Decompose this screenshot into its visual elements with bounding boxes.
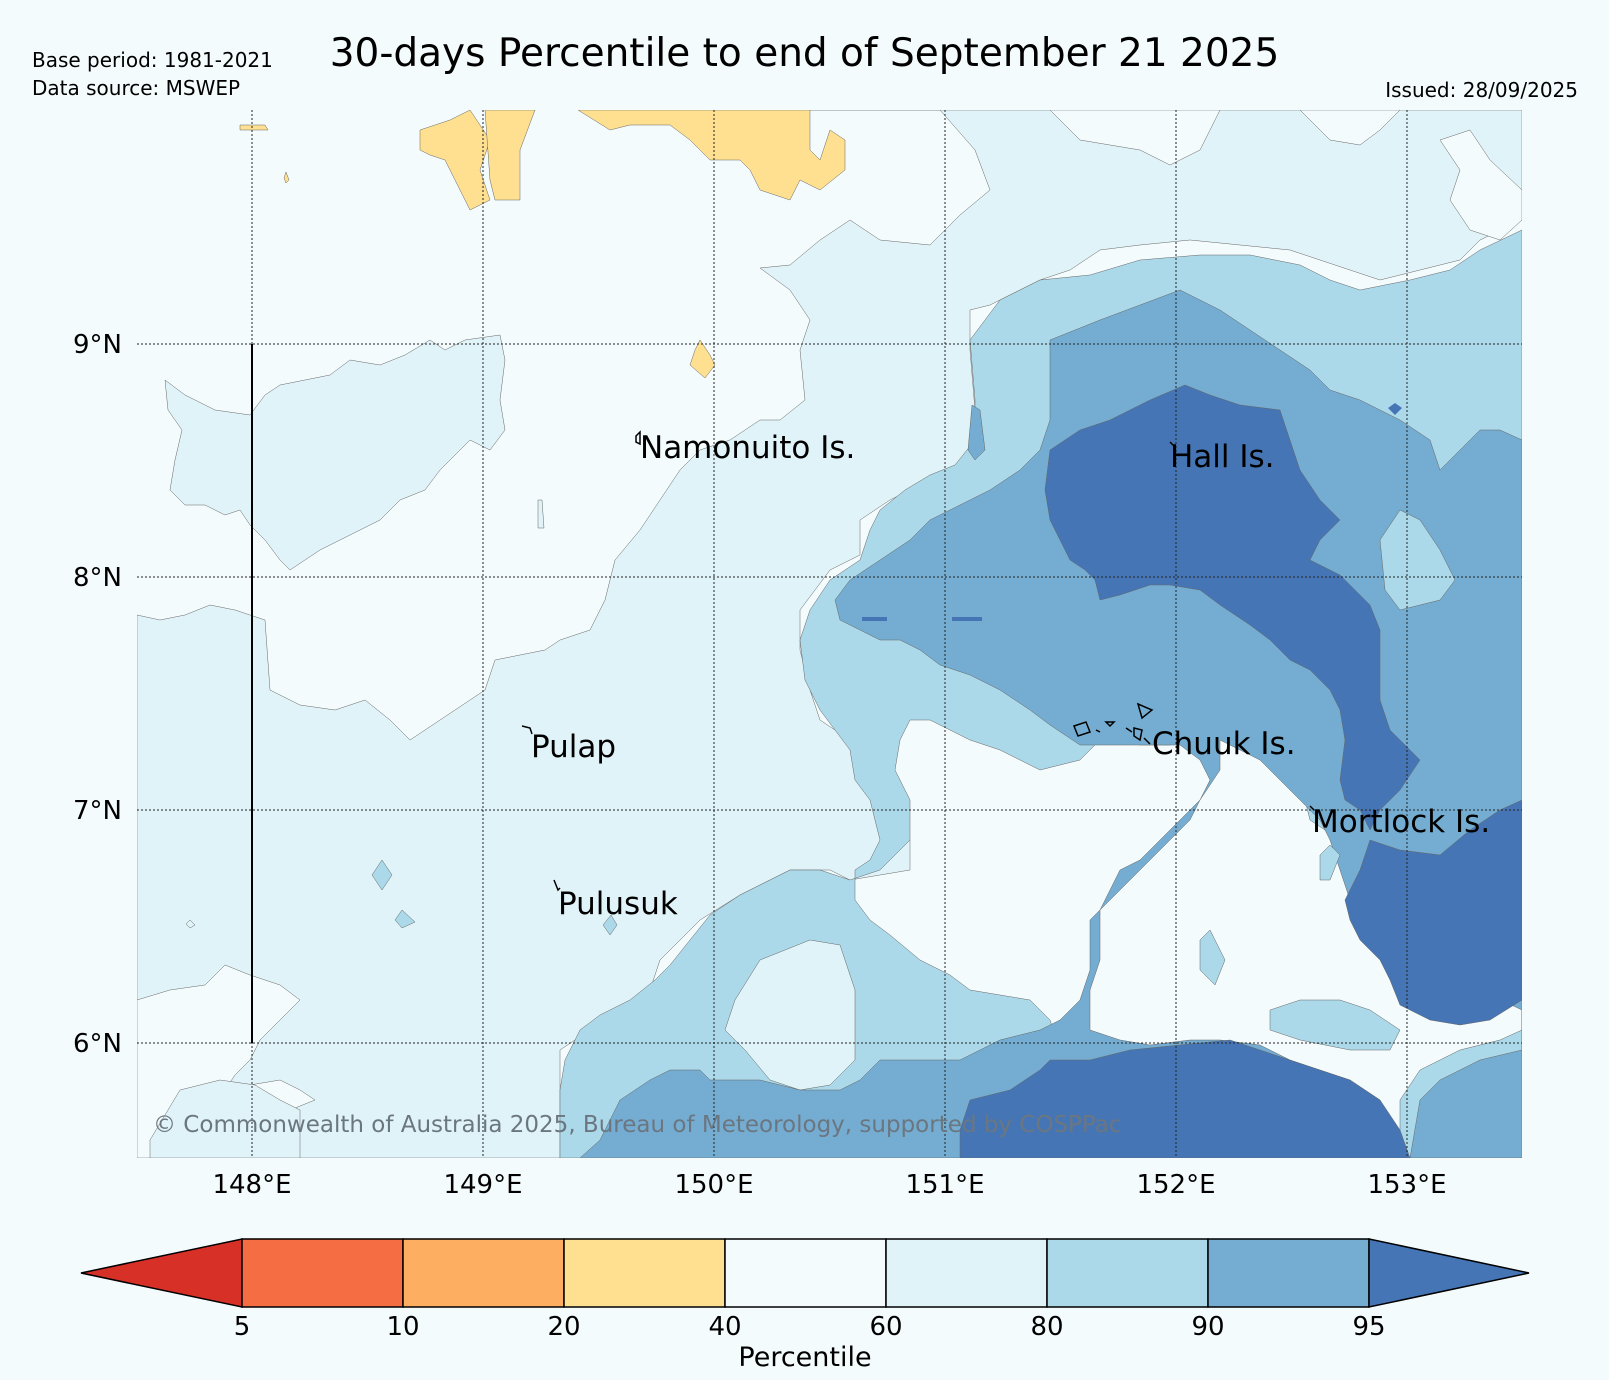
colorbar-label: Percentile — [738, 1342, 871, 1373]
contour-90-95-strip — [967, 404, 986, 461]
place-label-mortlock: Mortlock Is. — [1312, 804, 1490, 840]
colorbar-tick-10: 10 — [386, 1312, 419, 1342]
lon-label-151: 151°E — [905, 1170, 984, 1200]
contour-80-90-dot-a — [371, 859, 393, 891]
base-period-text: Base period: 1981-2021 — [32, 48, 273, 72]
colorbar-5-10 — [241, 1238, 404, 1308]
colorbar-above-95 — [1368, 1238, 1530, 1308]
colorbar-80-90 — [1046, 1238, 1209, 1308]
lat-label-7: 7°N — [73, 796, 122, 826]
chuuk-outline — [1073, 702, 1154, 745]
hall-outline — [1169, 441, 1175, 447]
contour-above95-south — [959, 1039, 1411, 1158]
contour-80-90-hole-d — [1269, 999, 1401, 1051]
contour-60-80-sliver — [537, 499, 545, 529]
colorbar-tick-60: 60 — [869, 1312, 902, 1342]
colorbar-90-95 — [1207, 1238, 1370, 1308]
contour-60-80-upperleft — [164, 334, 506, 571]
colorbar-60-80 — [885, 1238, 1048, 1308]
lat-label-9: 9°N — [73, 330, 122, 360]
contour-80-90-hole-c — [1199, 929, 1226, 986]
page-title: 30-days Percentile to end of September 2… — [329, 31, 1280, 76]
contour-40-60-top — [1049, 110, 1221, 166]
contour-20-40-c — [577, 110, 846, 201]
contour-80-90-dot-c — [602, 914, 618, 936]
contour-above95-speck — [1388, 403, 1402, 415]
lon-label-148: 148°E — [212, 1170, 291, 1200]
island-outlines — [521, 430, 1315, 892]
place-label-chuuk: Chuuk Is. — [1152, 726, 1296, 762]
data-source-text: Data source: MSWEP — [32, 76, 241, 100]
pulusuk-outline — [553, 879, 561, 892]
contour-above95-north — [1044, 384, 1421, 831]
contour-40-60-corner — [1439, 129, 1522, 241]
colorbar-ticks: 5 10 20 40 60 80 90 95 — [234, 1312, 1386, 1342]
pulap-outline — [521, 725, 533, 735]
colorbar-10-20 — [402, 1238, 565, 1308]
lat-labels: 9°N 8°N 7°N 6°N — [73, 330, 122, 1059]
lat-label-6: 6°N — [73, 1029, 122, 1059]
lon-label-149: 149°E — [443, 1170, 522, 1200]
percentile-map — [137, 110, 1522, 1158]
colorbar — [80, 1238, 1530, 1308]
namonuito-outline — [635, 430, 641, 446]
lat-label-8: 8°N — [73, 563, 122, 593]
contour-above95-dash-b — [952, 617, 982, 621]
contour-20-40-a — [419, 110, 491, 211]
contour-60-80-speck — [185, 919, 196, 929]
place-labels: Namonuito Is. Hall Is. Pulap Chuuk Is. M… — [531, 430, 1490, 922]
colorbar-tick-80: 80 — [1030, 1312, 1063, 1342]
colorbar-tick-95: 95 — [1352, 1312, 1385, 1342]
colorbar-tick-90: 90 — [1191, 1312, 1224, 1342]
place-label-pulusuk: Pulusuk — [558, 886, 678, 922]
lon-label-153: 153°E — [1367, 1170, 1446, 1200]
place-label-namonuito: Namonuito Is. — [640, 430, 855, 466]
contour-above95-east — [1344, 799, 1522, 1026]
issued-date: Issued: 28/09/2025 — [1385, 78, 1578, 102]
contour-40-60-bottomleft2 — [149, 1079, 301, 1158]
contour-80-90-hole-b — [1319, 844, 1341, 881]
contour-40-60-topright — [1299, 110, 1401, 146]
mortlock-outline — [1309, 805, 1315, 811]
lon-label-152: 152°E — [1136, 1170, 1215, 1200]
contour-80-90-hole-a — [1379, 509, 1456, 611]
colorbar-below-5 — [80, 1238, 243, 1308]
colorbar-tick-20: 20 — [547, 1312, 580, 1342]
place-label-hall: Hall Is. — [1170, 439, 1275, 475]
contour-above95-dash-a — [862, 617, 887, 621]
contour-20-40-b — [484, 110, 536, 201]
lon-labels: 148°E 149°E 150°E 151°E 152°E 153°E — [212, 1170, 1446, 1200]
colorbar-tick-5: 5 — [234, 1312, 251, 1342]
colorbar-20-40 — [563, 1238, 726, 1308]
copyright-text: © Commonwealth of Australia 2025, Bureau… — [153, 1112, 1122, 1138]
lon-label-150: 150°E — [674, 1170, 753, 1200]
colorbar-tick-40: 40 — [708, 1312, 741, 1342]
contour-60-80-hole — [724, 939, 856, 1091]
colorbar-40-60 — [724, 1238, 887, 1308]
contour-80-90-dot-b — [394, 909, 416, 929]
contour-20-40-f — [283, 171, 290, 184]
contour-20-40-d — [239, 124, 269, 131]
contour-20-40-e — [689, 339, 716, 379]
place-label-pulap: Pulap — [531, 729, 616, 765]
